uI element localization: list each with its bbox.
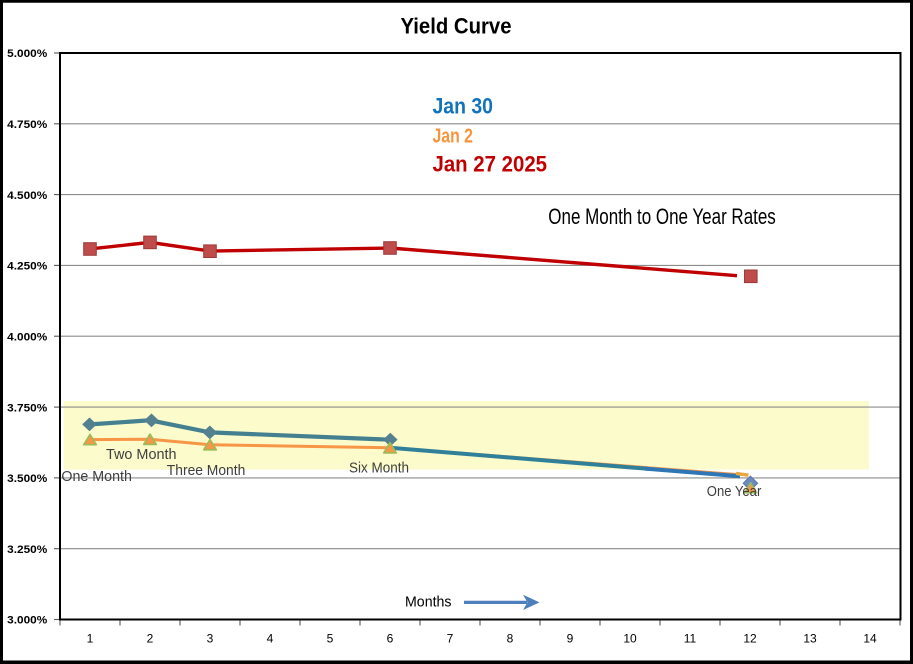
svg-text:13: 13 <box>803 632 817 646</box>
svg-text:3.250%: 3.250% <box>7 544 47 556</box>
svg-text:4.750%: 4.750% <box>7 119 47 131</box>
svg-text:5.000%: 5.000% <box>7 48 47 60</box>
svg-text:Two Month: Two Month <box>106 447 177 463</box>
svg-text:3.000%: 3.000% <box>7 615 47 627</box>
svg-text:One Year: One Year <box>707 484 762 500</box>
svg-text:Yield Curve: Yield Curve <box>401 14 512 39</box>
svg-text:4.500%: 4.500% <box>7 190 47 202</box>
svg-text:One Month: One Month <box>61 469 132 485</box>
svg-text:7: 7 <box>447 632 454 646</box>
svg-text:Six Month: Six Month <box>349 460 409 476</box>
svg-text:8: 8 <box>507 632 514 646</box>
svg-text:Three Month: Three Month <box>167 463 246 479</box>
svg-text:3.500%: 3.500% <box>7 473 47 485</box>
svg-text:5: 5 <box>327 632 334 646</box>
svg-text:4: 4 <box>267 632 274 646</box>
svg-text:14: 14 <box>863 632 877 646</box>
svg-text:4.250%: 4.250% <box>7 261 47 273</box>
svg-text:12: 12 <box>743 632 757 646</box>
svg-text:1: 1 <box>87 632 94 646</box>
svg-text:One Month to One Year Rates: One Month to One Year Rates <box>548 204 776 229</box>
svg-text:11: 11 <box>684 632 697 646</box>
svg-text:6: 6 <box>387 632 394 646</box>
svg-text:3.750%: 3.750% <box>7 402 47 414</box>
svg-text:Jan 27 2025: Jan 27 2025 <box>433 152 548 177</box>
svg-text:10: 10 <box>623 632 637 646</box>
svg-text:9: 9 <box>567 632 574 646</box>
svg-text:3: 3 <box>207 632 214 646</box>
svg-text:Jan 2: Jan 2 <box>433 125 474 147</box>
svg-text:Jan 30: Jan 30 <box>433 93 494 118</box>
svg-text:4.000%: 4.000% <box>7 331 47 343</box>
svg-text:2: 2 <box>147 632 154 646</box>
svg-text:Months: Months <box>405 595 452 611</box>
